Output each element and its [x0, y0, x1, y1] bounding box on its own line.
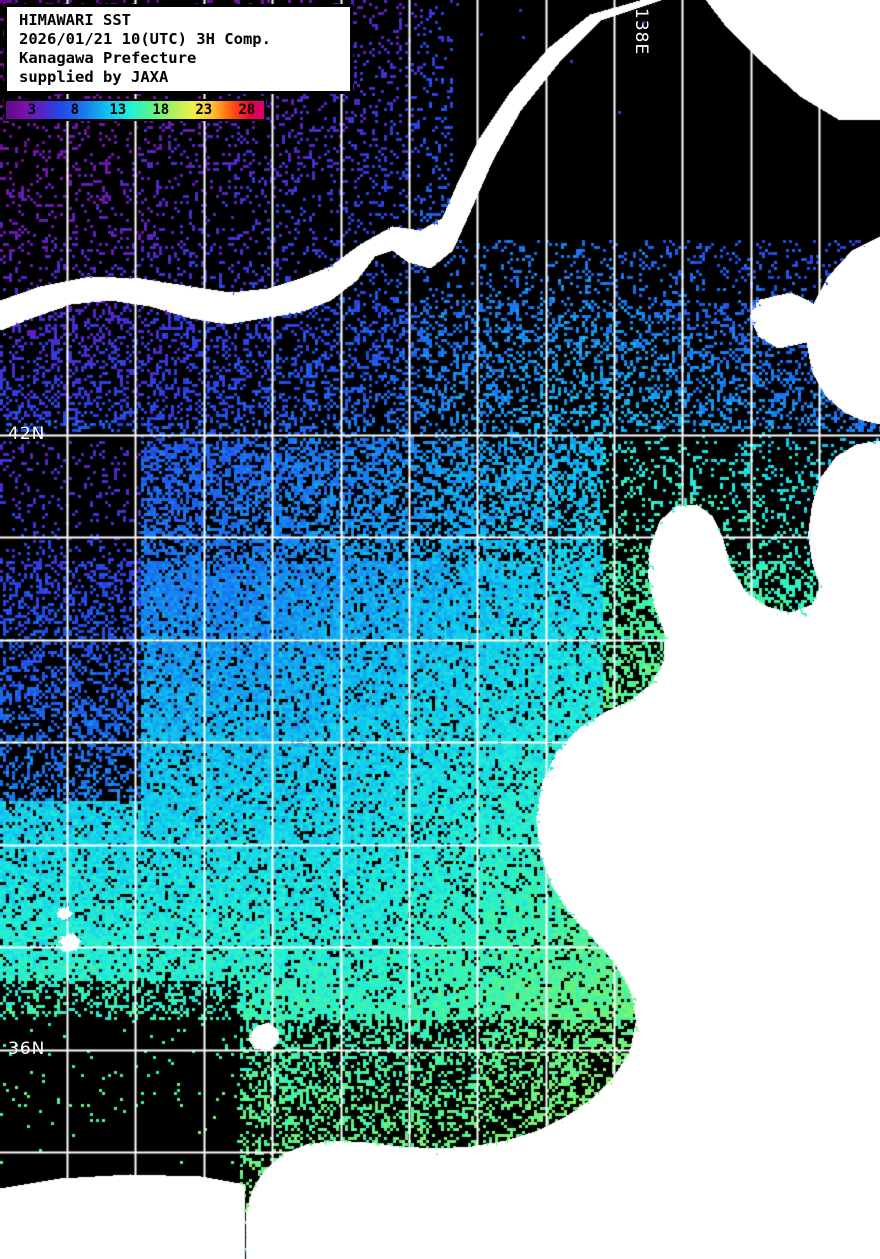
- info-box: HIMAWARI SST 2026/01/21 10(UTC) 3H Comp.…: [4, 4, 353, 94]
- colorbar-tick-28: 28: [238, 102, 256, 118]
- colorbar-tick-3: 3: [27, 102, 37, 118]
- colorbar-tick-18: 18: [152, 102, 170, 118]
- colorbar-gradient: [6, 101, 264, 119]
- info-line-region: Kanagawa Prefecture: [19, 49, 197, 67]
- colorbar-tick-13: 13: [109, 102, 127, 118]
- colorbar-tick-8: 8: [70, 102, 80, 118]
- info-line-datetime: 2026/01/21 10(UTC) 3H Comp.: [19, 30, 271, 48]
- temperature-colorbar: 3 8 13 18 23 28: [4, 99, 266, 121]
- colorbar-tick-23: 23: [195, 102, 213, 118]
- latitude-label-36n: 36N: [8, 1039, 46, 1059]
- colorbar-tick-group: 3 8 13 18 23 28: [6, 101, 264, 119]
- info-line-source: supplied by JAXA: [19, 68, 169, 86]
- latitude-label-42n: 42N: [8, 424, 46, 444]
- info-line-title: HIMAWARI SST: [19, 11, 131, 29]
- longitude-label-138e: 138E: [631, 8, 651, 56]
